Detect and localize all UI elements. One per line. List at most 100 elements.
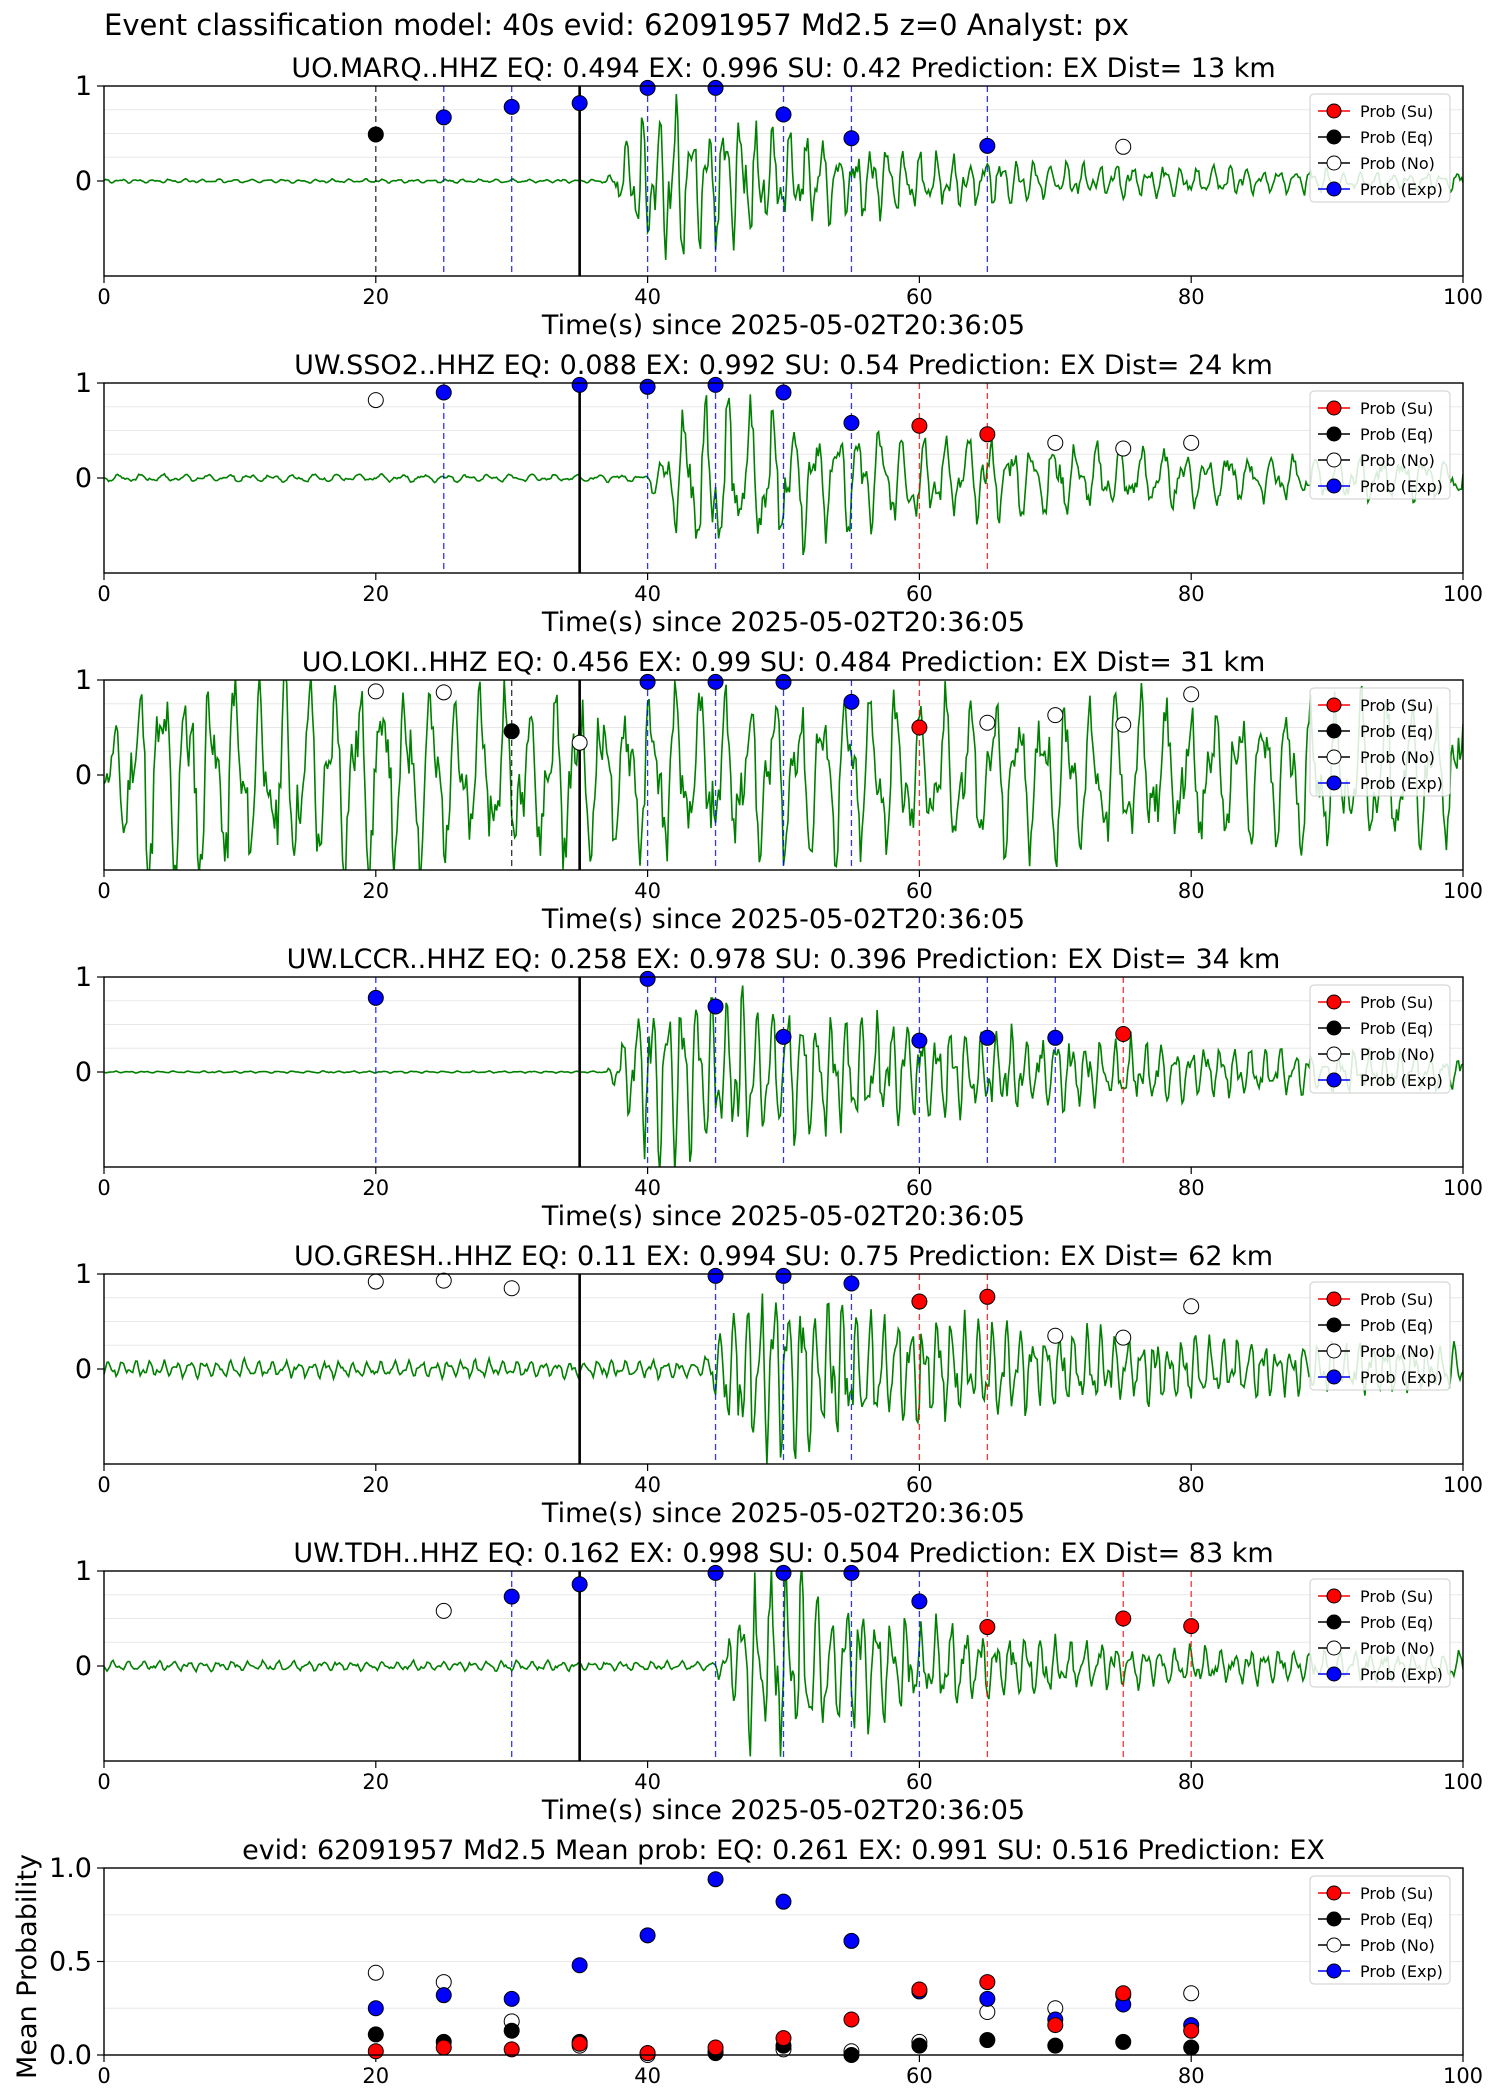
legend-box xyxy=(1309,984,1451,1094)
x-tick-label: 20 xyxy=(362,879,389,903)
y-tick-label: 0.0 xyxy=(49,2040,92,2071)
plot-area xyxy=(104,86,1463,276)
x-tick-label: 20 xyxy=(362,1473,389,1497)
mean-point-su xyxy=(1183,2022,1200,2039)
prob-point-exp xyxy=(775,106,792,123)
mean-point-eq xyxy=(911,2037,928,2054)
legend: Prob (Su) Prob (Eq) Prob (No) Prob (Exp) xyxy=(1309,1281,1451,1391)
legend-label: Prob (Exp) xyxy=(1360,180,1443,199)
prob-point-su xyxy=(1115,1026,1132,1042)
axes-frame xyxy=(103,1273,1464,1465)
prob-point-exp xyxy=(707,673,724,690)
mean-point-eq xyxy=(1047,2037,1064,2054)
prob-point-su xyxy=(1115,1610,1132,1627)
legend: Prob (Su) Prob (Eq) Prob (No) Prob (Exp) xyxy=(1309,984,1451,1094)
waveform-trace xyxy=(104,1293,1463,1464)
mean-point-su xyxy=(707,2039,724,2056)
prob-point-no xyxy=(1115,440,1132,457)
x-tick-label: 100 xyxy=(1443,879,1483,903)
station-panel-5: UO.GRESH..HHZ EQ: 0.11 EX: 0.994 SU: 0.7… xyxy=(75,1241,1483,1529)
x-tick-label: 100 xyxy=(1443,1770,1483,1794)
prob-point-no xyxy=(367,1273,384,1290)
station-panel-1: UO.MARQ..HHZ EQ: 0.494 EX: 0.996 SU: 0.4… xyxy=(75,53,1483,341)
x-tick-label: 60 xyxy=(906,582,933,606)
legend-label: Prob (Su) xyxy=(1360,1587,1433,1606)
x-tick-label: 100 xyxy=(1443,582,1483,606)
panel-title: evid: 62091957 Md2.5 Mean prob: EQ: 0.26… xyxy=(242,1835,1325,1866)
legend-marker-su xyxy=(1326,103,1342,119)
prob-point-exp xyxy=(571,376,588,393)
legend-label: Prob (Exp) xyxy=(1360,1368,1443,1387)
legend-label: Prob (Eq) xyxy=(1360,1316,1433,1335)
y-tick-label: 0 xyxy=(75,1057,92,1088)
prob-point-exp xyxy=(503,98,520,115)
x-tick-label: 80 xyxy=(1178,582,1205,606)
x-tick-label: 100 xyxy=(1443,2064,1483,2088)
mean-point-su xyxy=(435,2039,452,2056)
legend-marker-exp xyxy=(1326,775,1342,791)
x-tick-label: 0 xyxy=(97,1176,110,1200)
y-tick-label: 0.5 xyxy=(49,1947,92,1978)
x-tick-label: 0 xyxy=(97,2064,110,2088)
prob-point-no xyxy=(435,1602,452,1619)
plot-area xyxy=(104,680,1463,870)
axes-frame xyxy=(103,679,1464,871)
legend-label: Prob (No) xyxy=(1360,1936,1435,1955)
legend-label: Prob (Su) xyxy=(1360,102,1433,121)
prob-point-no xyxy=(435,684,452,701)
legend-marker-no xyxy=(1326,1046,1342,1062)
legend-marker-su xyxy=(1326,994,1342,1010)
mean-point-su xyxy=(911,1981,928,1998)
y-tick-label: 1 xyxy=(75,1259,92,1290)
legend-marker-exp xyxy=(1326,1963,1342,1979)
mean-probability-panel: evid: 62091957 Md2.5 Mean prob: EQ: 0.26… xyxy=(12,1835,1483,2088)
y-tick-label: 1 xyxy=(75,368,92,399)
mean-point-eq xyxy=(1115,2033,1132,2050)
mean-point-eq xyxy=(1183,2039,1200,2056)
x-tick-label: 20 xyxy=(362,1176,389,1200)
prob-point-exp xyxy=(843,1275,860,1292)
legend-label: Prob (Su) xyxy=(1360,696,1433,715)
y-tick-label: 1 xyxy=(75,962,92,993)
station-panel-3: UO.LOKI..HHZ EQ: 0.456 EX: 0.99 SU: 0.48… xyxy=(75,647,1483,935)
prob-point-no xyxy=(1047,1327,1064,1344)
axes-frame xyxy=(103,976,1464,1168)
legend-label: Prob (Exp) xyxy=(1360,774,1443,793)
prob-point-exp xyxy=(503,1588,520,1605)
prob-point-exp xyxy=(775,1267,792,1284)
legend-box xyxy=(1309,1875,1451,1985)
mean-point-exp xyxy=(979,1990,996,2007)
legend-label: Prob (No) xyxy=(1360,154,1435,173)
legend-marker-exp xyxy=(1326,1369,1342,1385)
legend-marker-eq xyxy=(1326,1911,1342,1927)
x-axis-label: Time(s) since 2025-05-02T20:36:05 xyxy=(541,1795,1025,1826)
mean-point-su xyxy=(843,2011,860,2028)
legend-marker-eq xyxy=(1326,1317,1342,1333)
x-axis-label: Time(s) since 2025-05-02T20:36:05 xyxy=(541,607,1025,638)
legend-marker-no xyxy=(1326,749,1342,765)
panel-title: UO.LOKI..HHZ EQ: 0.456 EX: 0.99 SU: 0.48… xyxy=(302,647,1266,678)
x-tick-label: 40 xyxy=(634,582,661,606)
legend-label: Prob (Exp) xyxy=(1360,1665,1443,1684)
mean-point-su xyxy=(775,2030,792,2047)
legend-marker-no xyxy=(1326,1937,1342,1953)
panel-title: UW.LCCR..HHZ EQ: 0.258 EX: 0.978 SU: 0.3… xyxy=(287,944,1281,975)
legend-marker-eq xyxy=(1326,129,1342,145)
legend-label: Prob (Exp) xyxy=(1360,477,1443,496)
prob-point-no xyxy=(1047,707,1064,724)
x-tick-label: 40 xyxy=(634,1473,661,1497)
mean-point-no xyxy=(367,1964,384,1981)
legend-marker-exp xyxy=(1326,1666,1342,1682)
prob-point-no xyxy=(1115,716,1132,733)
legend-box xyxy=(1309,1578,1451,1688)
x-tick-label: 80 xyxy=(1178,1473,1205,1497)
prob-point-exp xyxy=(1047,1029,1064,1046)
mean-point-su xyxy=(1115,1985,1132,2002)
prob-point-exp xyxy=(979,1029,996,1046)
mean-point-exp xyxy=(707,1871,724,1888)
x-axis-label: Time(s) since 2025-05-02T20:36:05 xyxy=(541,310,1025,341)
prob-point-no xyxy=(571,734,588,751)
y-tick-label: 0 xyxy=(75,760,92,791)
plot-area xyxy=(104,1571,1463,1761)
